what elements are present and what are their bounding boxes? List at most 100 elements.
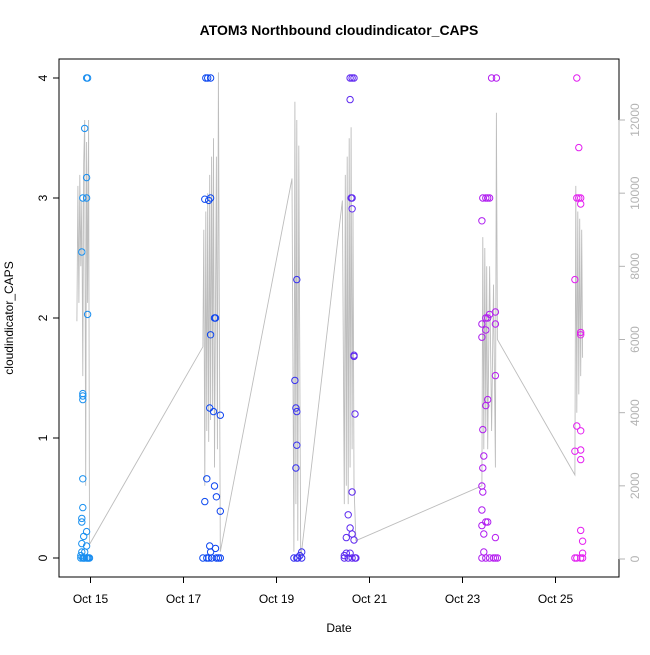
data-point — [348, 205, 356, 213]
data-point — [346, 549, 354, 557]
data-point — [346, 74, 354, 82]
line-series-path — [76, 72, 584, 560]
data-point — [348, 488, 356, 496]
x-tick-label: Oct 25 — [538, 592, 574, 606]
y2-tick-label: 12000 — [628, 103, 642, 137]
data-point — [491, 554, 500, 562]
y-tick-label: 1 — [36, 434, 50, 441]
data-point — [293, 407, 301, 416]
data-point — [492, 74, 501, 82]
data-point — [487, 74, 496, 82]
data-point — [206, 74, 215, 82]
point-series-layer — [77, 74, 587, 562]
x-axis: Oct 15 Oct 17 Oct 19 Oct 21 Oct 23 Oct 25 — [73, 576, 574, 606]
data-point — [298, 554, 306, 562]
data-point — [479, 488, 487, 496]
data-point — [577, 554, 585, 562]
data-point — [573, 422, 581, 430]
data-point — [350, 351, 358, 359]
data-point — [85, 554, 94, 562]
y-axis-label: cloudindicator_CAPS — [2, 261, 16, 374]
data-point — [491, 320, 500, 328]
data-point — [83, 74, 92, 82]
data-point — [351, 410, 359, 418]
data-point — [478, 320, 486, 328]
data-point — [485, 554, 494, 562]
data-point — [291, 376, 299, 385]
data-point — [491, 533, 500, 542]
data-point — [578, 537, 587, 545]
x-tick-label: Oct 19 — [259, 592, 295, 606]
data-point — [493, 554, 502, 562]
data-point — [82, 542, 91, 550]
y-axis: 0 1 2 3 4 — [36, 74, 60, 561]
data-point — [573, 554, 581, 562]
data-point — [211, 544, 220, 553]
data-point — [199, 554, 207, 562]
data-point — [478, 217, 486, 225]
data-point — [577, 331, 585, 339]
data-point — [573, 74, 581, 82]
x-tick-label: Oct 15 — [73, 592, 109, 606]
chart-title: ATOM3 Northbound cloudindicator_CAPS — [200, 22, 479, 38]
y-tick-label: 0 — [36, 554, 50, 561]
data-point — [82, 527, 91, 536]
data-point — [348, 554, 356, 562]
data-point — [79, 503, 87, 512]
data-point — [577, 328, 585, 337]
data-point — [202, 74, 210, 82]
y2-tick-label: 6000 — [628, 326, 642, 353]
data-point — [484, 314, 492, 322]
data-point — [480, 530, 488, 538]
data-point — [216, 411, 225, 419]
data-point — [577, 200, 585, 208]
data-point — [346, 95, 354, 104]
data-point — [342, 549, 350, 557]
data-point — [348, 194, 356, 202]
data-point — [82, 173, 91, 182]
data-point — [482, 326, 490, 334]
data-point — [210, 482, 219, 490]
data-point — [78, 514, 86, 523]
data-point — [201, 497, 209, 506]
data-point — [292, 404, 300, 412]
data-point — [478, 506, 486, 514]
data-point — [489, 554, 498, 562]
data-point — [212, 493, 221, 501]
data-point — [296, 551, 304, 560]
data-point — [571, 554, 579, 562]
data-point — [82, 194, 91, 202]
y2-tick-label: 0 — [628, 555, 642, 562]
data-point — [482, 518, 490, 526]
data-point — [204, 74, 212, 82]
data-point — [214, 554, 223, 562]
data-point — [577, 446, 585, 454]
y-tick-label: 3 — [36, 194, 50, 201]
y-tick-label: 2 — [36, 314, 50, 321]
data-point — [577, 526, 585, 535]
y2-tick-label: 4000 — [628, 399, 642, 426]
data-point — [293, 441, 301, 449]
data-point — [491, 371, 500, 380]
y-tick-label: 4 — [36, 74, 50, 81]
data-point — [577, 455, 585, 464]
x-tick-label: Oct 17 — [166, 592, 202, 606]
y2-tick-label: 8000 — [628, 253, 642, 280]
y2-tick-label: 2000 — [628, 472, 642, 499]
data-point — [205, 196, 213, 205]
data-point — [203, 554, 211, 562]
data-point — [216, 507, 225, 515]
x-tick-label: Oct 23 — [445, 592, 481, 606]
data-point — [340, 554, 348, 562]
data-point — [209, 407, 218, 416]
data-point — [484, 395, 492, 404]
data-point — [484, 518, 492, 526]
data-point — [491, 308, 500, 316]
data-point — [479, 464, 487, 472]
y2-axis: 0 2000 4000 6000 8000 10000 12000 — [618, 103, 642, 562]
data-point — [342, 533, 350, 542]
data-point — [350, 74, 358, 82]
